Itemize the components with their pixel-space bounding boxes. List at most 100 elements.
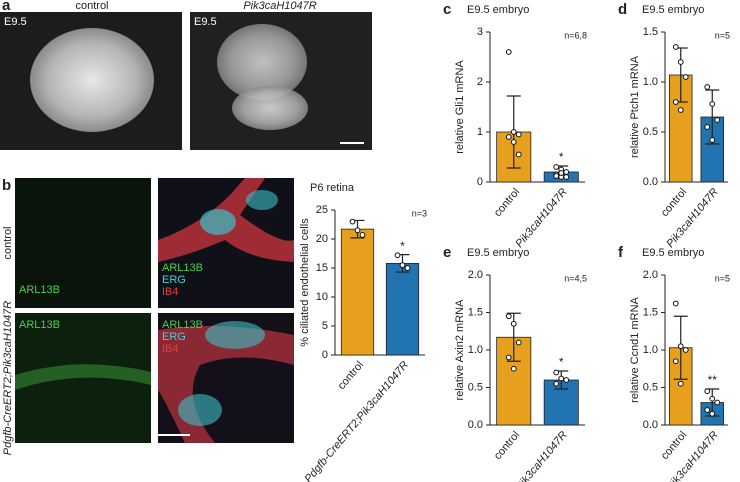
channel-label: ARL13B <box>162 262 203 274</box>
y-tick-label: 1 <box>477 126 483 138</box>
y-tick-label: 10 <box>316 291 328 303</box>
panel-letter: e <box>443 244 451 261</box>
channel-label: ARL13B <box>19 319 60 331</box>
chart-title: E9.5 embryo <box>642 4 704 16</box>
stage-label: E9.5 <box>194 16 217 28</box>
data-point <box>505 313 512 320</box>
x-tick-label: control <box>492 429 522 462</box>
image-label: control <box>75 0 108 12</box>
data-point <box>709 395 716 402</box>
data-point <box>682 347 689 353</box>
y-tick-label: 0.5 <box>643 126 658 138</box>
channel-label: ARL13B <box>19 284 60 296</box>
data-point <box>558 170 565 176</box>
y-tick-label: 0.0 <box>468 419 483 431</box>
y-tick-label: 0.5 <box>468 381 483 393</box>
data-point <box>505 49 512 55</box>
channel-label: ERG <box>162 331 186 343</box>
y-axis-label: relative Ccnd1 mRNA <box>629 296 641 402</box>
x-tick-label: Pik3caH1047R <box>513 186 569 250</box>
data-point <box>399 262 406 269</box>
y-tick-label: 0.0 <box>643 419 658 431</box>
y-tick-label: 0.0 <box>643 176 658 188</box>
row-label: control <box>2 226 14 259</box>
panel-letter: b <box>2 177 11 194</box>
y-tick-label: 0 <box>322 349 328 361</box>
y-axis-label: relative Gli1 mRNA <box>454 60 466 154</box>
chart-title: P6 retina <box>310 182 355 194</box>
micrograph <box>15 178 151 308</box>
data-point <box>563 377 570 383</box>
data-point <box>359 232 366 238</box>
data-point <box>682 74 689 80</box>
y-tick-label: 2 <box>477 76 483 88</box>
stage-label: E9.5 <box>4 16 27 28</box>
y-tick-label: 2.0 <box>643 269 658 281</box>
nucleus <box>178 394 222 426</box>
data-point <box>704 124 711 130</box>
bar <box>385 262 420 356</box>
y-tick-label: 1.5 <box>643 306 658 318</box>
data-point <box>510 129 517 135</box>
y-tick-label: 1.5 <box>643 26 658 38</box>
chart-title: E9.5 embryo <box>467 4 529 16</box>
channel-label: ERG <box>162 274 186 286</box>
nucleus <box>205 321 265 349</box>
bar <box>340 228 375 356</box>
data-point <box>505 134 512 140</box>
embryo <box>30 28 154 132</box>
y-axis-label: relative Axin2 mRNA <box>454 299 466 401</box>
y-tick-label: 15 <box>316 262 328 274</box>
data-point <box>704 407 711 413</box>
nucleus <box>246 190 278 210</box>
y-tick-label: 1.0 <box>468 344 483 356</box>
y-tick-label: 1.0 <box>643 76 658 88</box>
image-label: Pik3caH1047R <box>243 0 316 12</box>
data-point <box>354 227 361 234</box>
data-point <box>709 101 716 107</box>
data-point <box>515 151 522 158</box>
data-point <box>515 131 522 138</box>
data-point <box>553 173 560 179</box>
data-point <box>714 399 721 406</box>
nucleus <box>200 209 236 235</box>
data-point <box>510 139 517 145</box>
data-point <box>563 169 570 175</box>
y-axis-label: relative Ptch1 mRNA <box>629 55 641 158</box>
data-point <box>563 174 570 180</box>
x-tick-label: control <box>659 186 689 219</box>
data-point <box>677 59 684 65</box>
data-point <box>553 380 560 387</box>
n-label: n=4,5 <box>564 273 587 283</box>
y-tick-label: 5 <box>322 320 328 332</box>
data-point <box>505 354 512 361</box>
channel-label: IB4 <box>162 286 179 298</box>
data-point <box>714 117 721 123</box>
significance: * <box>559 355 564 369</box>
y-tick-label: 1.5 <box>468 306 483 318</box>
channel-label: IB4 <box>162 343 179 355</box>
data-point <box>349 218 356 225</box>
significance: * <box>400 239 405 253</box>
data-point <box>558 375 565 382</box>
data-point <box>709 410 716 417</box>
x-tick-label: control <box>492 186 522 219</box>
chart-title: E9.5 embryo <box>467 247 529 259</box>
row-label: Pdgfb-CreERT2;Pik3caH1047R <box>2 301 14 456</box>
n-label: n=6,8 <box>564 30 587 40</box>
data-point <box>515 339 522 346</box>
data-point <box>510 365 517 372</box>
data-point <box>672 44 679 50</box>
data-point <box>672 99 679 105</box>
y-tick-label: 1.0 <box>643 344 658 356</box>
data-point <box>404 265 411 271</box>
significance: * <box>559 150 564 164</box>
embryo <box>232 86 308 130</box>
data-point <box>709 137 716 143</box>
y-tick-label: 3 <box>477 26 483 38</box>
y-tick-label: 0 <box>477 176 483 188</box>
panel-letter: f <box>618 244 624 261</box>
significance: ** <box>708 373 718 387</box>
n-label: n=5 <box>715 273 730 283</box>
